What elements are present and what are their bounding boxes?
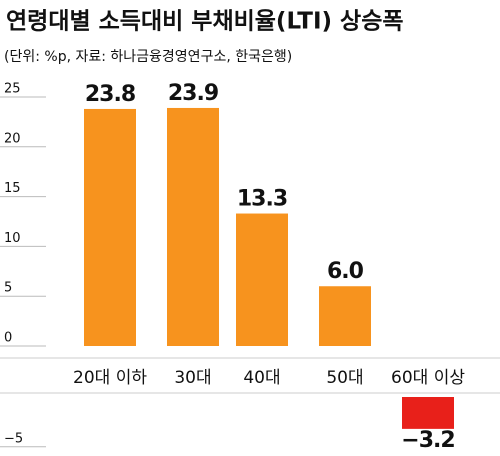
value-label: 6.0 bbox=[327, 259, 364, 284]
bar bbox=[236, 213, 288, 346]
bar bbox=[319, 286, 371, 346]
value-label: −3.2 bbox=[401, 428, 454, 453]
chart-subtitle: (단위: %p, 자료: 하나금융경영연구소, 한국은행) bbox=[4, 49, 292, 65]
x-tick-label: 20대 이하 bbox=[73, 368, 147, 388]
x-tick-label: 50대 bbox=[326, 368, 363, 388]
y-tick-label: 5 bbox=[4, 281, 12, 296]
y-tick-label: −5 bbox=[4, 431, 23, 446]
y-tick-label: 25 bbox=[4, 82, 21, 97]
chart-title: 연령대별 소득대비 부채비율(LTI) 상승폭 bbox=[6, 9, 404, 35]
value-label: 13.3 bbox=[237, 187, 287, 212]
y-tick-label: 0 bbox=[4, 331, 12, 346]
bar bbox=[402, 397, 454, 429]
y-tick-label: 10 bbox=[4, 231, 21, 246]
y-tick-label: 20 bbox=[4, 131, 21, 146]
value-label: 23.9 bbox=[168, 81, 218, 106]
y-tick-label: 15 bbox=[4, 181, 21, 196]
x-tick-label: 40대 bbox=[243, 368, 280, 388]
bar bbox=[84, 108, 136, 347]
x-tick-label: 60대 이상 bbox=[391, 368, 465, 388]
bar bbox=[167, 107, 219, 347]
x-tick-label: 30대 bbox=[174, 368, 211, 388]
value-label: 23.8 bbox=[85, 82, 135, 107]
